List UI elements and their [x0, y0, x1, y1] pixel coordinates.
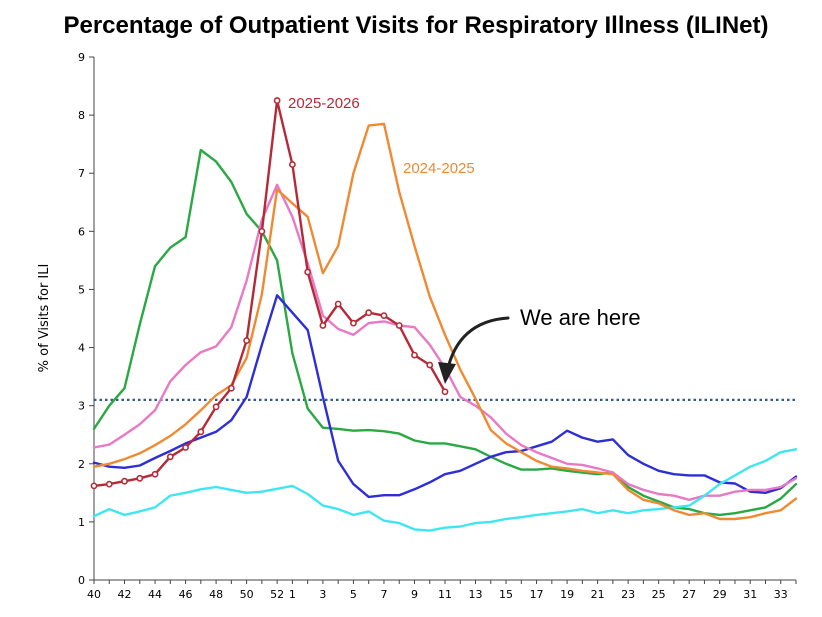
data-point-2025-2026 — [288, 161, 296, 168]
x-tick-label: 52 — [270, 588, 284, 601]
data-point-2025-2026 — [441, 388, 449, 396]
y-tick-label: 5 — [78, 283, 85, 296]
data-point-2025-2026 — [90, 482, 98, 490]
data-point-2025-2026 — [319, 322, 327, 329]
x-tick-label: 9 — [411, 588, 418, 601]
x-tick-label: 13 — [469, 588, 483, 601]
x-tick-label: 25 — [652, 588, 666, 601]
y-tick-label: 2 — [78, 458, 85, 471]
x-tick-label: 29 — [713, 588, 727, 601]
annotation-arrow — [445, 316, 510, 374]
x-tick-label: 1 — [289, 588, 296, 601]
x-tick-label: 3 — [319, 588, 326, 601]
data-point-2025-2026 — [273, 97, 281, 104]
chart-title: Percentage of Outpatient Visits for Resp… — [63, 12, 768, 39]
x-tick-label: 50 — [240, 588, 254, 601]
x-tick-label: 5 — [350, 588, 357, 601]
data-point-2025-2026 — [258, 227, 266, 235]
y-axis-label: % of Visits for ILI — [37, 264, 52, 373]
data-point-2025-2026 — [197, 428, 205, 436]
series-line-pink-season — [92, 183, 798, 501]
y-tick-label: 8 — [78, 109, 85, 122]
x-tick-label: 33 — [774, 588, 788, 601]
x-tick-label: 11 — [438, 588, 452, 601]
data-point-2025-2026 — [334, 300, 342, 308]
x-tick-label: 21 — [591, 588, 605, 601]
y-tick-label: 9 — [78, 51, 85, 64]
x-tick-label: 7 — [380, 588, 387, 601]
data-point-2025-2026 — [121, 477, 128, 485]
data-point-2025-2026 — [411, 351, 418, 359]
data-point-2025-2026 — [243, 337, 251, 344]
y-tick-label: 4 — [78, 342, 85, 355]
data-point-2025-2026 — [395, 322, 403, 329]
x-tick-label: 31 — [743, 588, 757, 601]
data-point-2025-2026 — [182, 444, 189, 451]
annotation-text: We are here — [520, 305, 641, 330]
x-tick-label: 19 — [560, 588, 574, 601]
series-line-2024-2025 — [92, 122, 798, 521]
data-point-2025-2026 — [136, 474, 144, 482]
y-axis: 0 1 2 3 4 5 6 7 8 9 — [78, 51, 95, 587]
y-tick-label: 1 — [78, 516, 85, 529]
annotation-we-are-here: We are here — [438, 305, 641, 384]
data-point-2025-2026 — [350, 319, 357, 327]
data-point-2025-2026 — [105, 480, 113, 488]
series-line-blue-season — [92, 294, 798, 499]
x-axis: 40 42 44 46 48 50 52 1 3 5 7 9 11 13 15 17 19 21 23 25 27 29 3… — [87, 579, 797, 601]
x-tick-label: 42 — [118, 588, 132, 601]
x-tick-label: 15 — [499, 588, 513, 601]
data-point-2025-2026 — [212, 403, 220, 411]
data-point-2025-2026 — [151, 470, 159, 478]
y-tick-label: 0 — [78, 574, 85, 587]
data-point-2025-2026 — [426, 361, 434, 369]
x-tick-label: 48 — [209, 588, 223, 601]
data-point-2025-2026 — [365, 309, 373, 317]
series-line-light-blue-season — [92, 448, 798, 532]
series-label-2024-2025: 2024-2025 — [403, 160, 475, 177]
y-tick-label: 6 — [78, 225, 85, 238]
y-tick-label: 7 — [78, 167, 85, 180]
series-group — [90, 97, 798, 532]
y-tick-label: 3 — [78, 400, 85, 413]
x-tick-label: 27 — [682, 588, 696, 601]
data-point-2025-2026 — [227, 384, 235, 392]
x-tick-label: 46 — [179, 588, 193, 601]
x-tick-label: 44 — [148, 588, 162, 601]
annotation-arrowhead — [438, 362, 456, 384]
data-point-2025-2026 — [166, 453, 174, 461]
data-point-2025-2026 — [380, 312, 388, 319]
x-tick-label: 17 — [530, 588, 544, 601]
x-tick-label: 23 — [621, 588, 635, 601]
x-tick-label: 40 — [87, 588, 101, 601]
data-point-2025-2026 — [304, 268, 312, 276]
series-label-2025-2026: 2025-2026 — [288, 95, 360, 112]
